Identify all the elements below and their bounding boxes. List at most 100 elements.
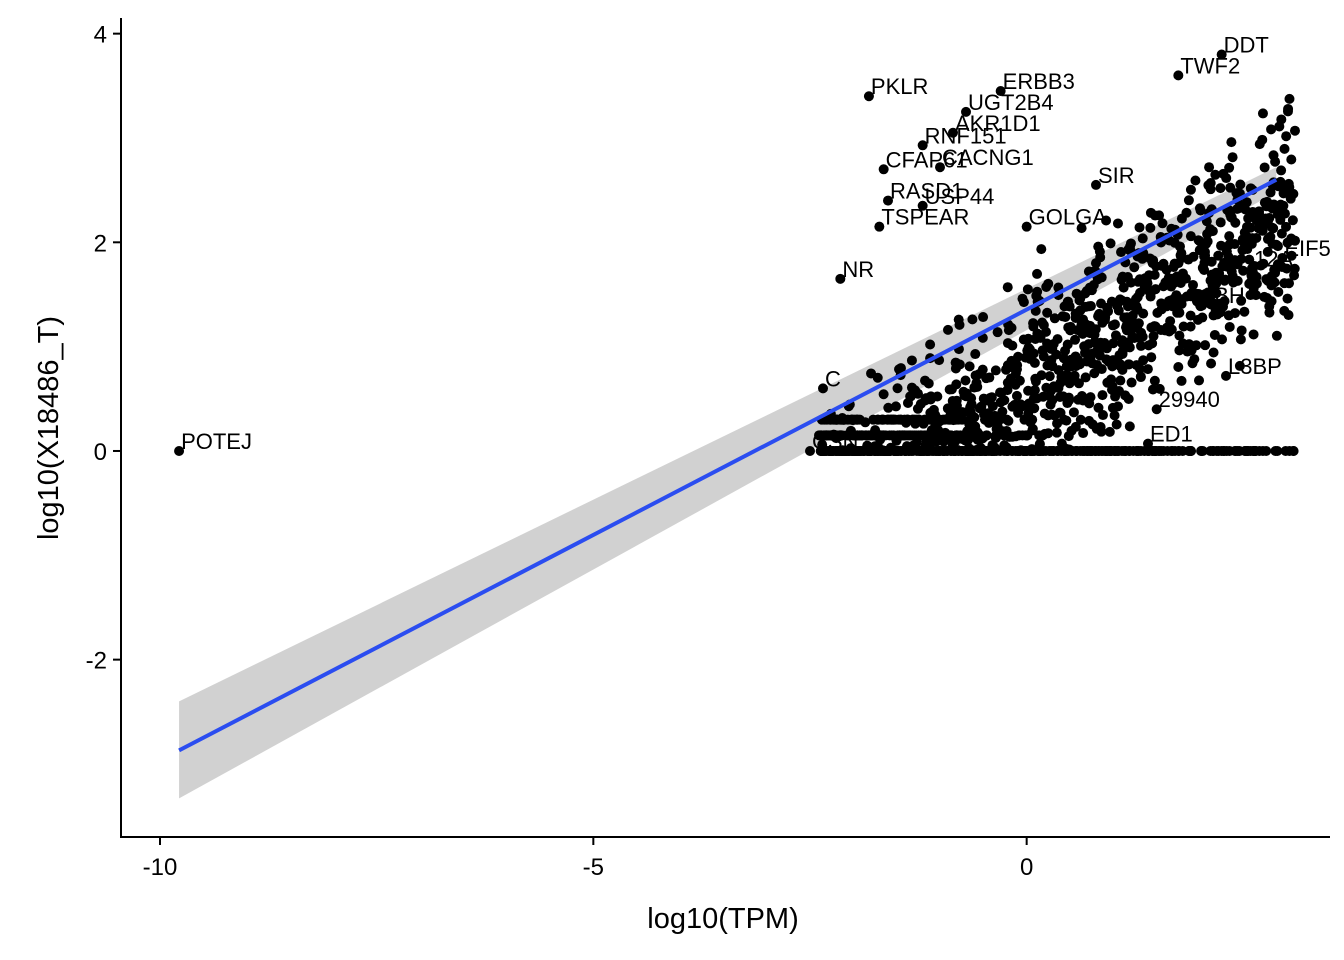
data-point — [1190, 175, 1201, 186]
data-point — [1235, 179, 1246, 190]
data-point — [1236, 295, 1247, 306]
data-point — [1028, 386, 1039, 397]
data-point — [1217, 334, 1228, 345]
data-point — [1270, 445, 1281, 456]
data-point — [1208, 347, 1219, 358]
data-point — [1161, 322, 1172, 333]
data-point — [1284, 278, 1295, 289]
data-point — [1243, 213, 1254, 224]
x-axis-title: log10(TPM) — [647, 903, 799, 935]
data-point — [1187, 279, 1198, 290]
data-point — [1114, 350, 1125, 361]
data-point — [1207, 297, 1218, 308]
data-point — [1129, 262, 1140, 273]
data-point — [992, 327, 1003, 338]
data-point — [1097, 410, 1108, 421]
data-point — [883, 402, 894, 413]
data-point — [1213, 250, 1224, 261]
data-point — [1275, 199, 1286, 210]
data-point — [1286, 154, 1297, 165]
data-point — [1084, 415, 1095, 426]
data-point — [974, 369, 985, 380]
data-point — [1191, 288, 1202, 299]
data-point — [962, 407, 973, 418]
gene-label: CSN — [812, 429, 858, 454]
data-point — [1070, 421, 1081, 432]
data-point — [1280, 445, 1291, 456]
data-point — [834, 430, 845, 441]
labeled-point — [1195, 299, 1205, 310]
labeled-point — [948, 127, 958, 138]
x-tick-label: -5 — [583, 854, 604, 881]
data-point — [967, 314, 978, 325]
data-point — [1011, 390, 1022, 401]
data-point — [893, 414, 904, 425]
data-point — [1232, 275, 1243, 286]
data-point — [1018, 334, 1029, 345]
data-point — [1234, 360, 1245, 371]
data-point — [1167, 273, 1178, 284]
data-point — [1173, 258, 1184, 269]
data-point — [1284, 93, 1295, 104]
data-point — [1271, 330, 1282, 341]
data-point — [1215, 183, 1226, 194]
data-point — [1024, 344, 1035, 355]
data-point — [1087, 348, 1098, 359]
data-point — [1112, 218, 1123, 229]
data-point — [1206, 358, 1217, 369]
data-point — [1080, 372, 1091, 383]
data-point — [1290, 235, 1301, 246]
data-point — [1069, 375, 1080, 386]
data-point — [1282, 237, 1293, 248]
data-point — [1185, 231, 1196, 242]
data-point — [1199, 265, 1210, 276]
data-point — [849, 430, 860, 441]
data-point — [825, 414, 836, 425]
data-point — [1287, 215, 1298, 226]
data-point — [929, 414, 940, 425]
labeled-point — [863, 91, 874, 102]
regression-line — [178, 177, 1278, 753]
data-point — [1209, 329, 1220, 340]
data-point — [919, 430, 930, 441]
labeled-point — [1277, 252, 1288, 263]
data-point — [1137, 233, 1148, 244]
data-point — [1218, 168, 1229, 179]
data-point — [1044, 359, 1055, 370]
data-point — [1097, 390, 1108, 401]
data-point — [990, 433, 1001, 444]
data-point — [906, 355, 917, 366]
data-point — [1239, 227, 1250, 238]
data-point — [1115, 294, 1126, 305]
data-point — [1264, 301, 1275, 312]
data-point — [1189, 354, 1200, 365]
data-point — [1079, 341, 1090, 352]
data-point — [1207, 226, 1218, 237]
gene-label: SIR — [1098, 163, 1135, 188]
data-point — [1227, 152, 1238, 163]
data-point — [1262, 234, 1273, 245]
data-point — [1279, 305, 1290, 316]
data-point — [1245, 290, 1256, 301]
data-point — [1265, 187, 1276, 198]
y-tick-label: 4 — [94, 22, 107, 49]
data-point — [1032, 268, 1043, 279]
data-point — [1138, 308, 1149, 319]
data-point — [1039, 428, 1050, 439]
data-point — [942, 324, 953, 335]
data-point — [1275, 176, 1286, 187]
data-point — [1185, 310, 1196, 321]
labeled-point — [883, 195, 893, 206]
data-point — [1068, 407, 1079, 418]
data-point — [1080, 323, 1091, 334]
data-point — [1203, 180, 1214, 191]
data-point — [1260, 213, 1271, 224]
data-point — [892, 383, 903, 394]
y-axis-ticks: -2 0 2 4 — [86, 22, 121, 675]
data-point — [1075, 414, 1086, 425]
data-point — [928, 404, 939, 415]
gene-label: NR — [842, 257, 874, 282]
data-point — [1126, 377, 1137, 388]
data-point — [1216, 240, 1227, 251]
data-point — [1180, 273, 1191, 284]
